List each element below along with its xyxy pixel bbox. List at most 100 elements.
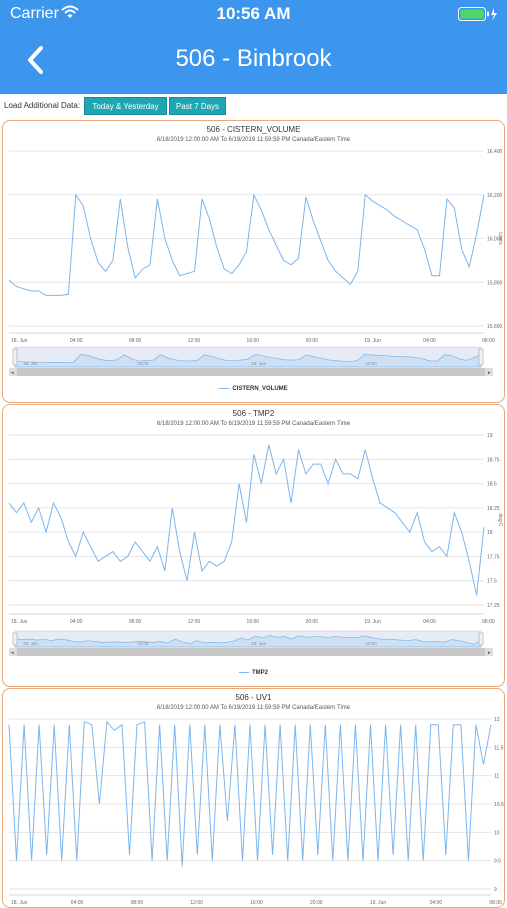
y-tick-label: 16,200 <box>487 193 503 199</box>
chart-subtitle: 6/18/2019 12:00:00 AM To 6/19/2019 11:59… <box>156 421 351 427</box>
navigator-tick-label: 12:00 <box>366 361 378 366</box>
y-tick-label: 9.5 <box>494 859 501 865</box>
page-title: 506 - Binbrook <box>175 45 332 72</box>
status-time: 10:56 AM <box>216 4 291 23</box>
chart-title: 506 - CISTERN_VOLUME <box>206 125 301 134</box>
app-header: Carrier 10:56 AM 506 - Binbrook <box>0 0 507 94</box>
y-tick-label: 16,000 <box>487 237 503 243</box>
y-tick-label: 10.5 <box>494 802 504 808</box>
y-tick-label: 18.5 <box>487 482 497 488</box>
x-tick-label: 04:00 <box>70 619 83 625</box>
navigator-tick-label: 12:00 <box>137 361 149 366</box>
x-tick-label: 16:00 <box>247 338 260 344</box>
y-tick-label: 15,800 <box>487 280 503 286</box>
legend-swatch <box>238 671 249 673</box>
load-data-toolbar: Load Additional Data: Today & Yesterday … <box>0 94 507 118</box>
legend-label: CISTERN_VOLUME <box>232 386 288 392</box>
today-yesterday-button[interactable]: Today & Yesterday <box>84 97 167 115</box>
scroll-right-arrow-icon: ▸ <box>488 650 491 656</box>
navigator-tick-label: 19. Jun <box>251 641 266 646</box>
back-chevron-icon[interactable] <box>22 44 52 76</box>
navigator-handle-left <box>12 632 18 646</box>
x-tick-label: 04:00 <box>71 900 84 906</box>
x-tick-label: 18. Jun <box>11 900 28 906</box>
navigator-series <box>14 635 482 648</box>
x-tick-label: 16:00 <box>247 619 260 625</box>
x-tick-label: 08:00 <box>489 900 502 906</box>
status-bar: Carrier 10:56 AM <box>0 0 507 28</box>
navigator-tick-label: 19. Jun <box>251 361 266 366</box>
scroll-left-arrow-icon: ◂ <box>11 650 14 656</box>
x-tick-label: 04:00 <box>423 338 436 344</box>
chart-subtitle: 6/18/2019 12:00:00 AM To 6/19/2019 11:59… <box>156 705 351 711</box>
series-line <box>8 720 492 867</box>
y-tick-label: 19 <box>487 433 493 439</box>
x-tick-label: 12:00 <box>188 338 201 344</box>
tmp2-chart[interactable]: 19 18.75 18.5 18.25 18 17.75 17.5 17.25 deg C 18.… <box>3 405 504 686</box>
x-tick-label: 19. Jun <box>364 619 381 625</box>
y-tick-label: 18.25 <box>487 506 500 512</box>
y-tick-label: 11.5 <box>494 745 504 751</box>
carrier-label: Carrier <box>10 5 59 22</box>
navigator-tick-label: 12:00 <box>137 641 149 646</box>
chart-title: 506 - TMP2 <box>232 409 275 418</box>
y-tick-label: 17.5 <box>487 579 497 585</box>
x-tick-label: 04:00 <box>423 619 436 625</box>
x-tick-label: 20:00 <box>305 619 318 625</box>
navigator-handle-right <box>478 348 484 366</box>
navigator-handle-left <box>12 348 18 366</box>
x-tick-label: 12:00 <box>188 619 201 625</box>
navigator-scrollbar-thumb <box>17 648 485 656</box>
x-tick-label: 08:00 <box>131 900 144 906</box>
y-axis-label: Liters <box>497 232 503 245</box>
x-tick-label: 20:00 <box>305 338 318 344</box>
x-tick-label: 04:00 <box>70 338 83 344</box>
chart-subtitle: 6/18/2019 12:00:00 AM To 6/19/2019 11:59… <box>156 137 351 143</box>
tmp2-card: 506 - TMP2 6/18/2019 12:00:00 AM To 6/19… <box>2 404 505 687</box>
y-tick-label: 18.75 <box>487 457 500 463</box>
x-tick-label: 08:00 <box>129 619 142 625</box>
series-line <box>8 444 485 596</box>
uv1-card: 506 - UV1 6/18/2019 12:00:00 AM To 6/19/… <box>2 688 505 908</box>
navigator-tick-label: 18. Jun <box>23 641 38 646</box>
y-tick-label: 10 <box>494 830 500 836</box>
cistern-volume-card: 506 - CISTERN_VOLUME 6/18/2019 12:00:00 … <box>2 120 505 403</box>
navigator-series <box>14 353 482 368</box>
legend-swatch <box>219 387 230 389</box>
x-tick-label: 04:00 <box>430 900 443 906</box>
uv1-chart[interactable]: 12 11.5 11 10.5 10 9.5 9 18. Jun 04:00 08:00 12:00… <box>3 689 504 907</box>
load-data-label: Load Additional Data: <box>4 101 81 110</box>
past-7-days-button[interactable]: Past 7 Days <box>169 97 226 115</box>
chart-legend[interactable]: TMP2 <box>3 670 504 676</box>
x-tick-label: 20:00 <box>310 900 323 906</box>
x-tick-label: 19. Jun <box>370 900 387 906</box>
y-tick-label: 18 <box>487 530 493 536</box>
navigator-scrollbar-thumb <box>17 368 485 376</box>
wifi-icon <box>61 5 79 18</box>
series-line <box>8 193 485 296</box>
navigator-handle-right <box>478 632 484 646</box>
scroll-right-arrow-icon: ▸ <box>488 370 491 376</box>
cistern-volume-chart[interactable]: 16,400 16,200 16,000 15,800 15,600 Liters 18. … <box>3 121 504 402</box>
x-tick-label: 19. Jun <box>364 338 381 344</box>
x-tick-label: 12:00 <box>190 900 203 906</box>
y-axis-label: deg C <box>497 513 503 527</box>
navigator-tick-label: 18. Jun <box>23 361 38 366</box>
x-tick-label: 08:00 <box>482 338 495 344</box>
chart-title: 506 - UV1 <box>235 693 272 702</box>
y-tick-label: 11 <box>494 774 499 780</box>
x-tick-label: 18. Jun <box>11 619 28 625</box>
y-tick-label: 17.25 <box>487 603 500 609</box>
x-tick-label: 08:00 <box>482 619 495 625</box>
y-tick-label: 12 <box>494 717 500 723</box>
battery-icon <box>458 7 497 21</box>
legend-label: TMP2 <box>251 670 268 676</box>
x-tick-label: 16:00 <box>250 900 263 906</box>
scroll-left-arrow-icon: ◂ <box>11 370 14 376</box>
x-tick-label: 08:00 <box>129 338 142 344</box>
y-tick-label: 15,600 <box>487 324 503 330</box>
x-tick-label: 18. Jun <box>11 338 28 344</box>
chart-legend[interactable]: CISTERN_VOLUME <box>3 386 504 392</box>
y-tick-label: 9 <box>494 887 497 893</box>
y-tick-label: 16,400 <box>487 149 503 155</box>
